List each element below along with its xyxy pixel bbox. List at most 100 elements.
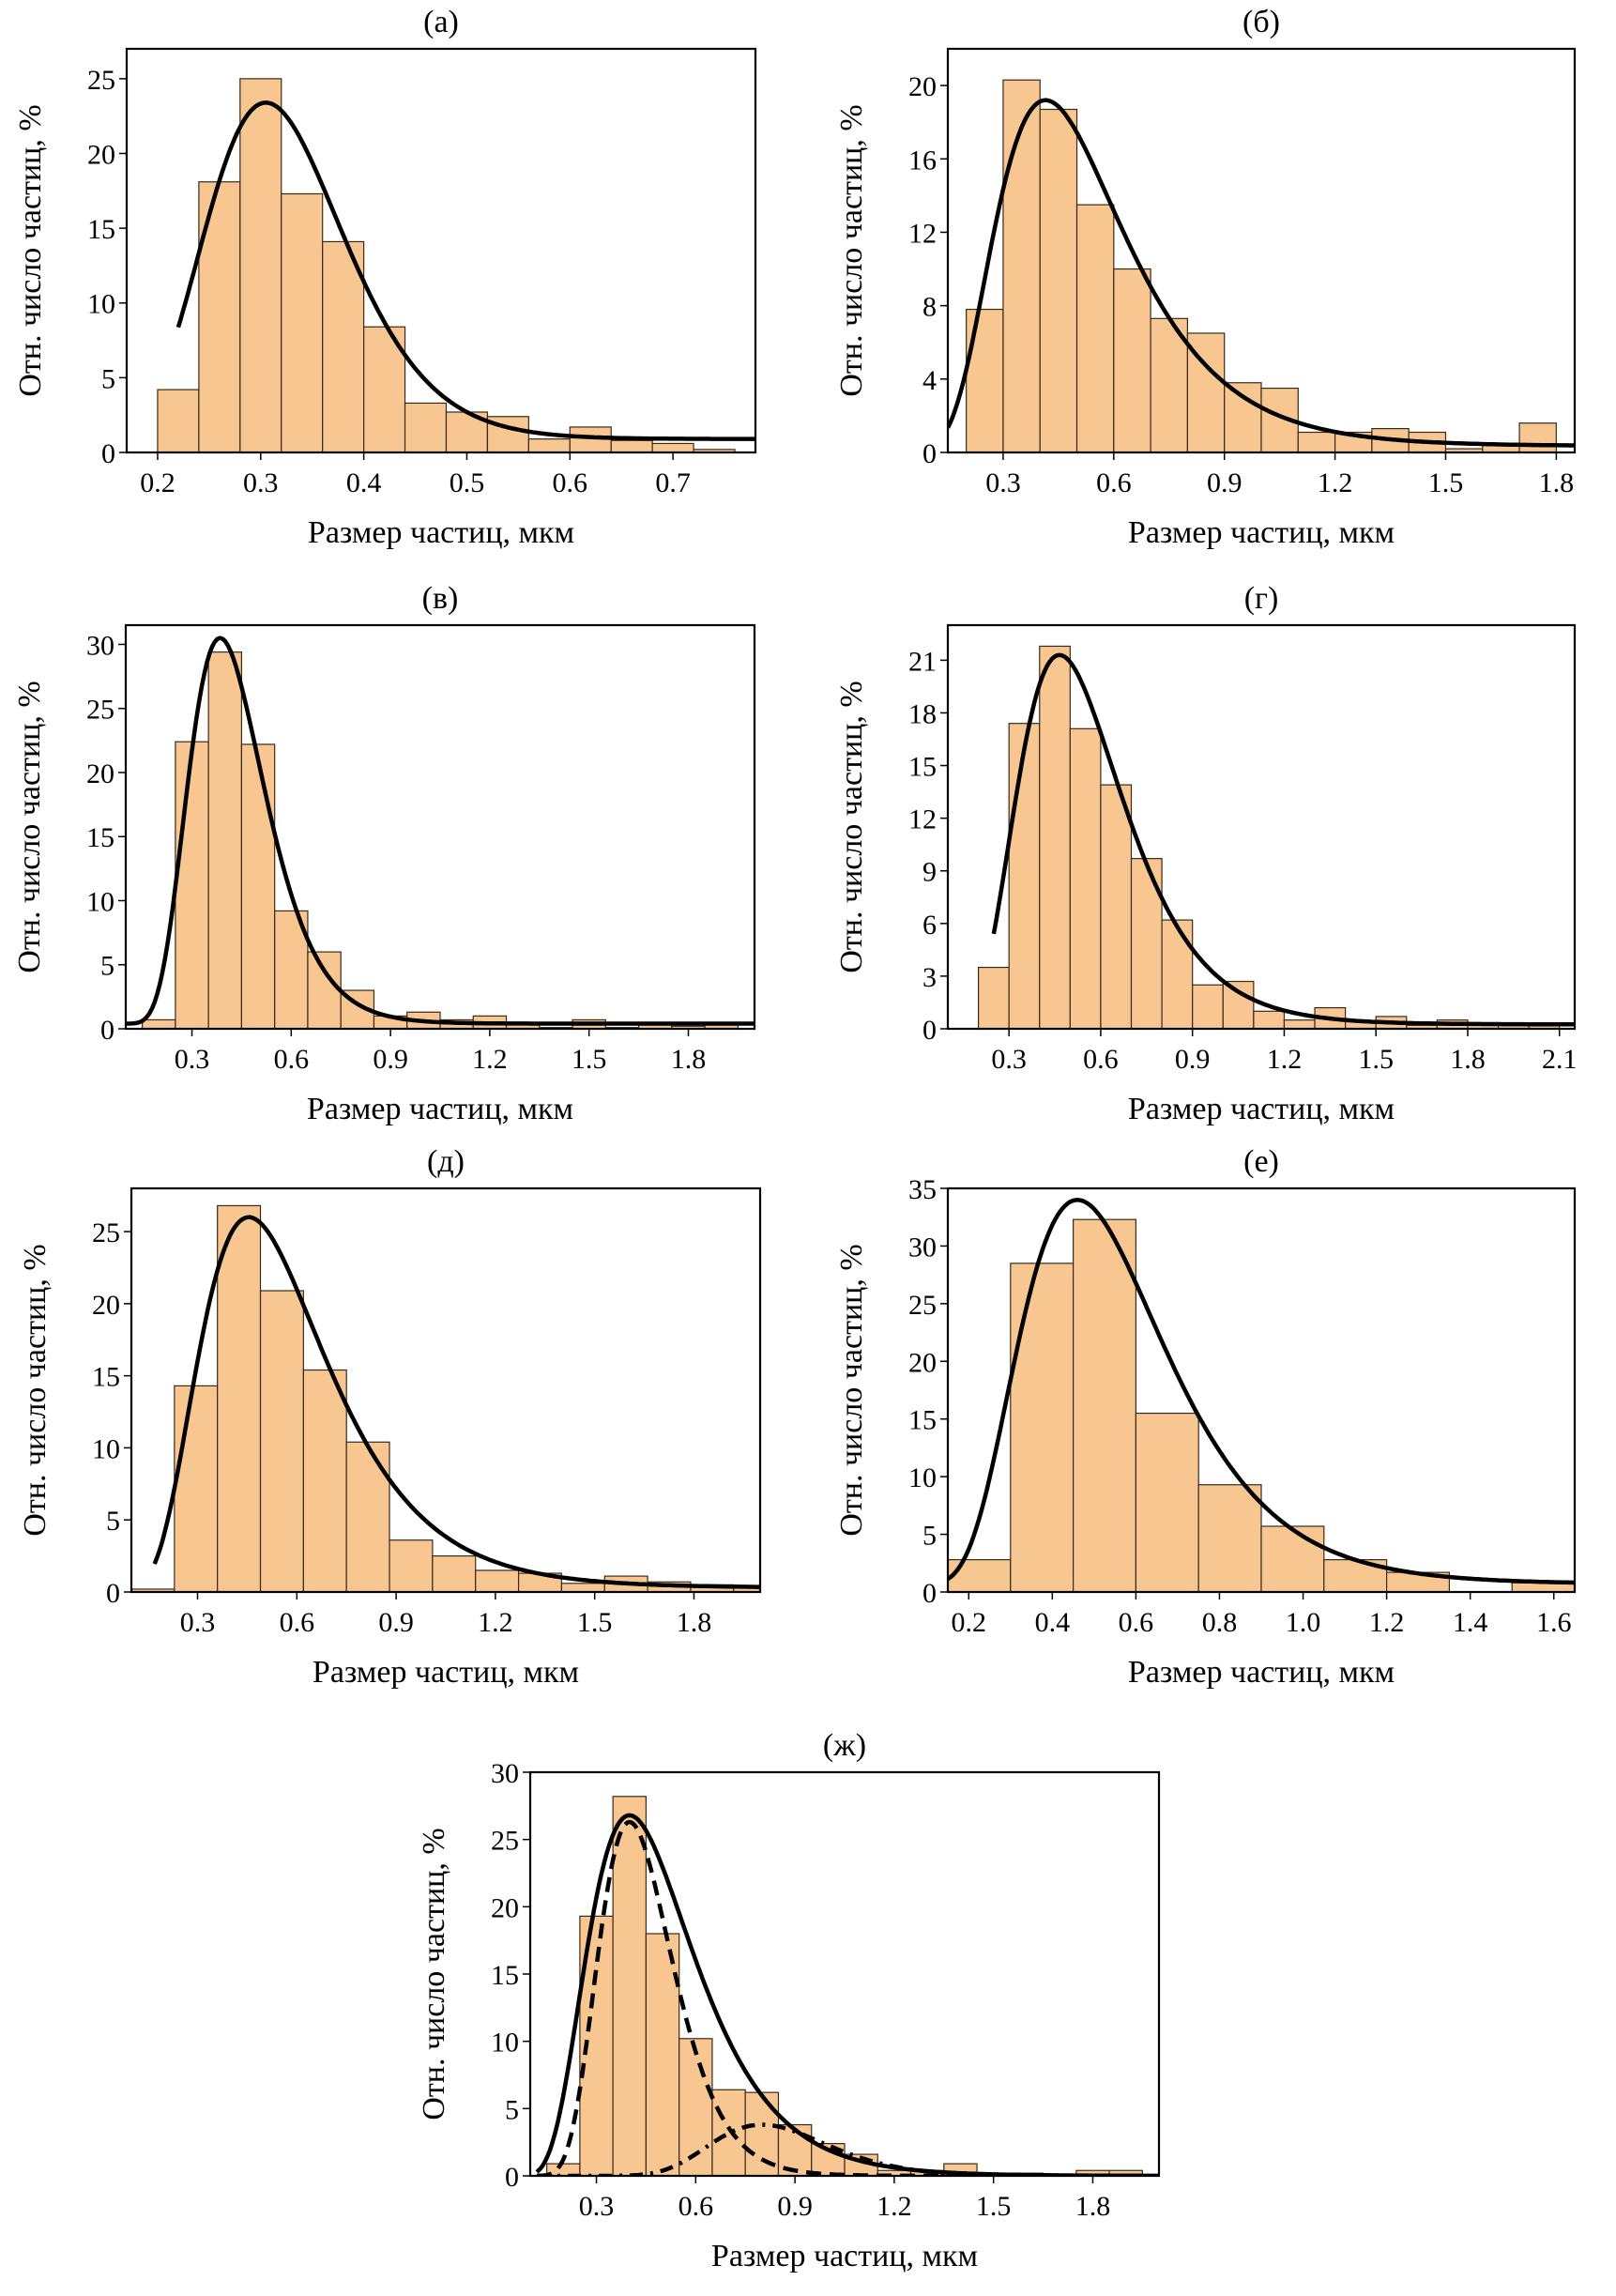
histogram-bar [142,1018,176,1029]
y-tick-label: 21 [908,646,937,677]
histogram-bar [475,1569,520,1592]
x-tick-label: 1.2 [1267,1044,1303,1075]
x-tick-label: 1.8 [1539,467,1575,498]
panel-v: (в) 0 5 10 15 20 25 30 0.3 0.6 0.9 1.2 1.5 1.8 Размер … [0,580,807,1153]
histogram-bar [1113,268,1151,452]
y-tick-label: 5 [106,1506,120,1537]
histogram-bar [198,181,241,452]
histogram-bar [966,308,1004,452]
y-tick-label: 0 [922,438,937,469]
y-tick-label: 5 [505,2094,519,2125]
x-tick-label: 1.5 [572,1044,607,1075]
y-tick-label: 25 [491,1826,519,1857]
y-tick-label: 9 [922,857,937,888]
histogram-bar [1002,79,1041,452]
y-tick-label: 25 [908,1290,937,1321]
bars [546,1796,1143,2176]
y-tick-label: 10 [92,1433,120,1464]
bars [966,79,1557,452]
plot-frame [130,1186,762,1594]
histogram-bar [1010,1263,1075,1592]
y-tick-label: 25 [86,695,114,726]
y-tick-label: 15 [86,822,114,853]
y-tick-label: 20 [86,758,114,789]
panel-title: (г) [1244,581,1279,616]
histogram-bar [1518,422,1557,452]
histogram-bar [1135,1412,1199,1592]
y-tick-label: 4 [922,365,937,396]
x-tick-label: 1.5 [976,2191,1012,2222]
y-tick-label: 15 [491,1960,519,1991]
y-tick-label: 20 [908,71,937,102]
x-tick-label: 1.6 [1536,1607,1572,1638]
x-tick-label: 1.2 [1318,467,1353,498]
x-axis-label: Размер частиц, мкм [1128,1655,1395,1690]
x-tick-label: 0.8 [1202,1607,1238,1638]
x-tick-label: 1.8 [1075,2191,1111,2222]
y-tick-label: 10 [908,1462,937,1493]
x-tick-label: 0.3 [991,1044,1027,1075]
bars [142,651,739,1029]
y-tick-label: 3 [922,962,937,993]
histogram-bar [157,389,200,452]
x-tick-label: 0.3 [175,1044,210,1075]
y-tick-label: 8 [922,292,937,323]
x-axis-label: Размер частиц, мкм [1128,1092,1395,1126]
y-tick-label: 0 [922,1578,937,1609]
x-axis-label: Размер частиц, мкм [308,515,574,550]
histogram-bar [259,1290,304,1592]
y-axis-label: Отн. число частиц, % [18,1244,53,1536]
histogram-bar [527,438,571,452]
y-tick-label: 10 [87,289,115,320]
y-tick-label: 10 [86,886,114,917]
histogram-bar [948,1559,1012,1592]
x-tick-label: 0.3 [180,1607,216,1638]
chart-a: (а) 0 5 10 15 20 25 0.2 0.3 0.4 0.5 0.6 0.7 Размер ча… [13,5,757,550]
histogram-bar [1224,382,1262,452]
histogram-bar [645,1933,680,2176]
x-axis-label: Размер частиц, мкм [307,1092,573,1126]
histogram-bar [610,439,653,452]
plot-frame [124,623,756,1031]
panel-b: (б) 0 4 8 12 16 20 0.3 0.6 0.9 1.2 1.5 1.8 Размер час… [809,0,1616,573]
x-tick-label: 0.6 [1096,467,1132,498]
panel-title: (а) [423,5,459,39]
curve-fit [991,652,1575,1027]
curve-component-2 [536,2122,961,2176]
x-tick-label: 0.6 [274,1044,310,1075]
y-axis-label: Отн. число частиц, % [13,104,48,396]
bars [131,1204,760,1592]
histogram-bar [1069,727,1102,1029]
plot-frame [946,47,1577,454]
histogram-bar [1008,723,1041,1029]
y-tick-label: 12 [908,804,937,835]
histogram-bar [404,402,448,452]
chart-b: (б) 0 4 8 12 16 20 0.3 0.6 0.9 1.2 1.5 1.8 Размер час… [834,5,1577,550]
x-tick-label: 0.4 [346,467,382,498]
x-tick-label: 0.6 [280,1607,315,1638]
histogram-bar [322,240,365,452]
x-tick-label: 1.5 [1428,467,1464,498]
panel-title: (е) [1243,1144,1279,1179]
panel-zh: (ж) 0 5 10 15 20 25 30 0.3 0.6 0.9 1.2 1.5 1.8 Размер … [404,1723,1212,2296]
histogram-bar [612,1796,648,2176]
x-tick-label: 1.0 [1286,1607,1321,1638]
y-tick-label: 30 [908,1232,937,1263]
histogram-bar [1253,1010,1286,1029]
histogram-bar [307,951,342,1029]
y-tick-label: 10 [491,2028,519,2059]
histogram-bar [977,966,1010,1029]
curve-fit [126,635,755,1026]
chart-d: (д) 0 5 10 15 20 25 0.3 0.6 0.9 1.2 1.5 1.8 Размер ча… [18,1144,762,1690]
x-tick-label: 0.6 [1119,1607,1154,1638]
x-tick-label: 1.5 [1358,1044,1394,1075]
panel-a: (а) 0 5 10 15 20 25 0.2 0.3 0.4 0.5 0.6 0.7 Размер ча… [0,0,807,573]
y-tick-label: 0 [101,438,115,469]
histogram-bar [240,743,276,1029]
panel-g: (г) 0 3 6 9 12 15 18 21 0.3 0.6 0.9 1.2 1.5 1.8 2.1 Разм… [809,580,1616,1153]
histogram-bar [217,1204,262,1592]
x-axis-label: Размер частиц, мкм [313,1655,579,1690]
histogram-bar [1197,1484,1262,1592]
y-tick-label: 5 [101,363,115,394]
y-tick-label: 25 [92,1217,120,1248]
